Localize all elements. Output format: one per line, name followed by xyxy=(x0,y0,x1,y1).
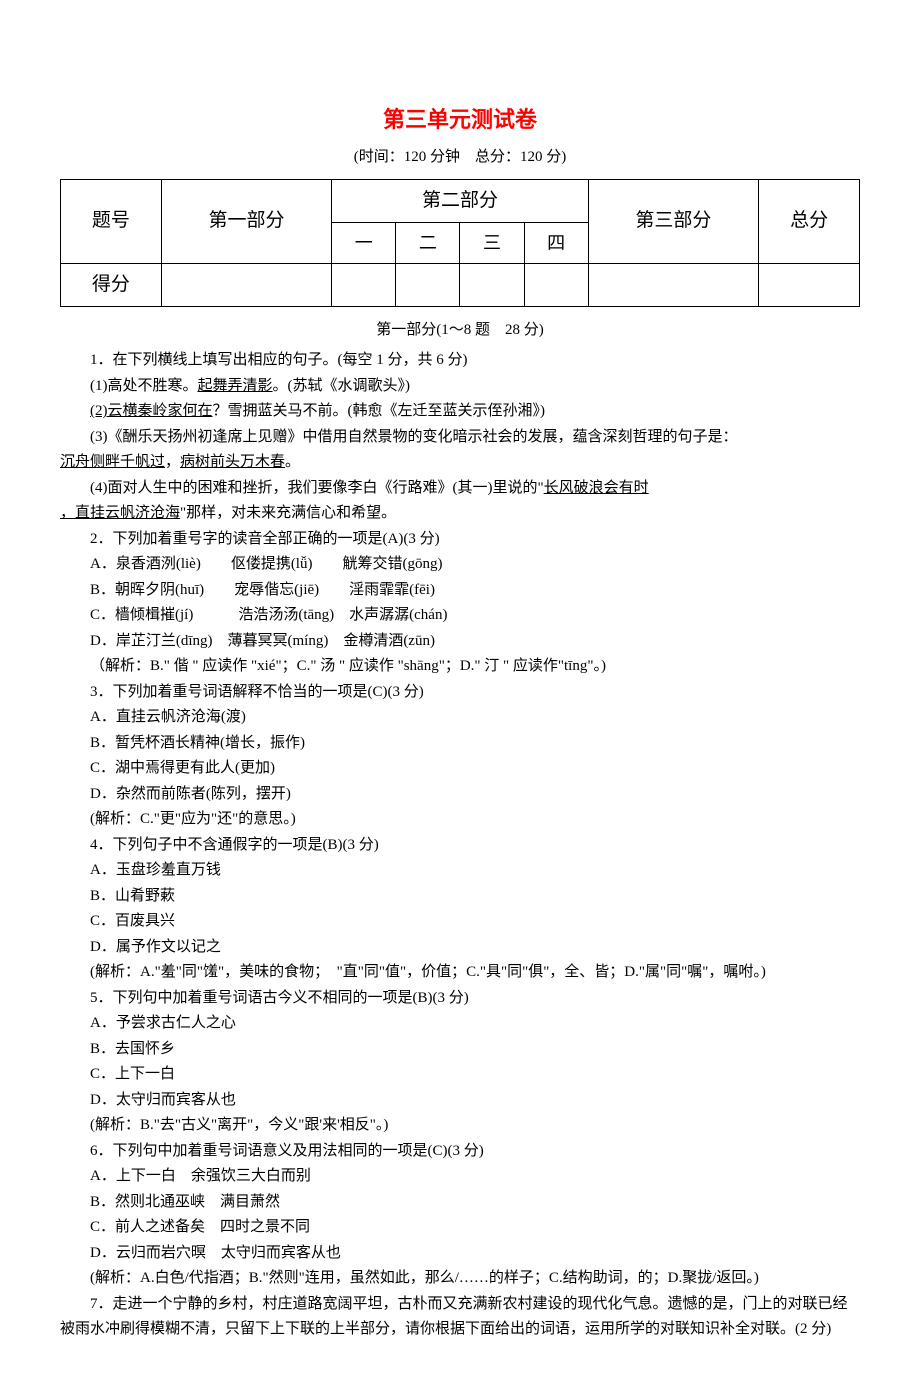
exam-time-info: (时间：120 分钟 总分：120 分) xyxy=(60,144,860,171)
q5-optA: A．予尝求古仁人之心 xyxy=(60,1011,860,1037)
table-header-part2: 第二部分 xyxy=(332,179,589,222)
question-4-stem: 4．下列句子中不含通假字的一项是(B)(3 分) xyxy=(60,833,860,859)
table-sub-2: 二 xyxy=(396,222,460,263)
q1-sub4-cont: ，直挂云帆济沧海"那样，对未来充满信心和希望。 xyxy=(60,501,860,527)
table-score-cell xyxy=(759,264,860,307)
q5-optD: D．太守归而宾客从也 xyxy=(60,1088,860,1114)
q4-optB: B．山肴野蔌 xyxy=(60,884,860,910)
q4-explanation: (解析：A."羞"同"馐"，美味的食物； "直"同"值"，价值；C."具"同"俱… xyxy=(60,960,860,986)
section-1-header: 第一部分(1～8 题 28 分) xyxy=(60,317,860,344)
table-header-part3: 第三部分 xyxy=(588,179,758,264)
table-score-cell xyxy=(332,264,396,307)
q3-optA: A．直挂云帆济沧海(渡) xyxy=(60,705,860,731)
score-table: 题号 第一部分 第二部分 第三部分 总分 一 二 三 四 得分 xyxy=(60,179,860,308)
question-2-stem: 2．下列加着重号字的读音全部正确的一项是(A)(3 分) xyxy=(60,527,860,553)
q6-optB: B．然则北通巫峡 满目萧然 xyxy=(60,1190,860,1216)
question-6-stem: 6．下列句中加着重号词语意义及用法相同的一项是(C)(3 分) xyxy=(60,1139,860,1165)
table-sub-3: 三 xyxy=(460,222,524,263)
table-header-total: 总分 xyxy=(759,179,860,264)
table-score-cell xyxy=(396,264,460,307)
q4-optC: C．百废具兴 xyxy=(60,909,860,935)
q1-sub4: (4)面对人生中的困难和挫折，我们要像李白《行路难》(其一)里说的"长风破浪会有… xyxy=(60,476,860,502)
q6-optC: C．前人之述备矣 四时之景不同 xyxy=(60,1215,860,1241)
table-score-label: 得分 xyxy=(61,264,162,307)
table-score-cell xyxy=(161,264,331,307)
q1-sub2: (2)云横秦岭家何在？雪拥蓝关马不前。(韩愈《左迁至蓝关示侄孙湘》) xyxy=(60,399,860,425)
exam-title: 第三单元测试卷 xyxy=(60,100,860,140)
q6-optA: A．上下一白 余强饮三大白而别 xyxy=(60,1164,860,1190)
question-3-stem: 3．下列加着重号词语解释不恰当的一项是(C)(3 分) xyxy=(60,680,860,706)
q1-sub2-answer: (2)云横秦岭家何在 xyxy=(90,403,213,419)
table-score-cell xyxy=(588,264,758,307)
q6-optD: D．云归而岩穴暝 太守归而宾客从也 xyxy=(60,1241,860,1267)
table-score-cell xyxy=(524,264,588,307)
table-sub-4: 四 xyxy=(524,222,588,263)
q6-explanation: (解析：A.白色/代指酒；B."然则"连用，虽然如此，那么/……的样子；C.结构… xyxy=(60,1266,860,1292)
q3-optC: C．湖中焉得更有此人(更加) xyxy=(60,756,860,782)
q5-explanation: (解析：B."去"古义"离开"，今义"跟'来'相反"。) xyxy=(60,1113,860,1139)
question-7-stem: 7．走进一个宁静的乡村，村庄道路宽阔平坦，古朴而又充满新农村建设的现代化气息。遗… xyxy=(60,1292,860,1343)
q4-optA: A．玉盘珍羞直万钱 xyxy=(60,858,860,884)
q3-explanation: (解析：C."更"应为"还"的意思。) xyxy=(60,807,860,833)
table-sub-1: 一 xyxy=(332,222,396,263)
q4-optD: D．属予作文以记之 xyxy=(60,935,860,961)
q2-optB: B．朝晖夕阴(huī) 宠辱偕忘(jiē) 淫雨霏霏(fēi) xyxy=(60,578,860,604)
q2-optD: D．岸芷汀兰(dīng) 薄暮冥冥(míng) 金樽清酒(zūn) xyxy=(60,629,860,655)
q5-optB: B．去国怀乡 xyxy=(60,1037,860,1063)
question-1-stem: 1．在下列横线上填写出相应的句子。(每空 1 分，共 6 分) xyxy=(60,348,860,374)
q5-optC: C．上下一白 xyxy=(60,1062,860,1088)
q2-optA: A．泉香酒洌(liè) 伛偻提携(lǚ) 觥筹交错(gōng) xyxy=(60,552,860,578)
q1-sub3: (3)《酬乐天扬州初逢席上见赠》中借用自然景物的变化暗示社会的发展，蕴含深刻哲理… xyxy=(60,425,860,451)
q2-optC: C．樯倾楫摧(jí) 浩浩汤汤(tāng) 水声潺潺(chán) xyxy=(60,603,860,629)
q3-optD: D．杂然而前陈者(陈列，摆开) xyxy=(60,782,860,808)
q1-sub1-answer: 起舞弄清影 xyxy=(198,378,273,394)
question-5-stem: 5．下列句中加着重号词语古今义不相同的一项是(B)(3 分) xyxy=(60,986,860,1012)
q2-explanation: （解析：B." 偕 " 应读作 "xié"；C." 汤 " 应读作 "shāng… xyxy=(60,654,860,680)
table-score-cell xyxy=(460,264,524,307)
table-header-tihao: 题号 xyxy=(61,179,162,264)
q3-optB: B．暂凭杯酒长精神(增长，振作) xyxy=(60,731,860,757)
q1-sub1: (1)高处不胜寒。起舞弄清影。(苏轼《水调歌头》) xyxy=(60,374,860,400)
q1-sub3-cont: 沉舟侧畔千帆过，病树前头万木春。 xyxy=(60,450,860,476)
table-header-part1: 第一部分 xyxy=(161,179,331,264)
